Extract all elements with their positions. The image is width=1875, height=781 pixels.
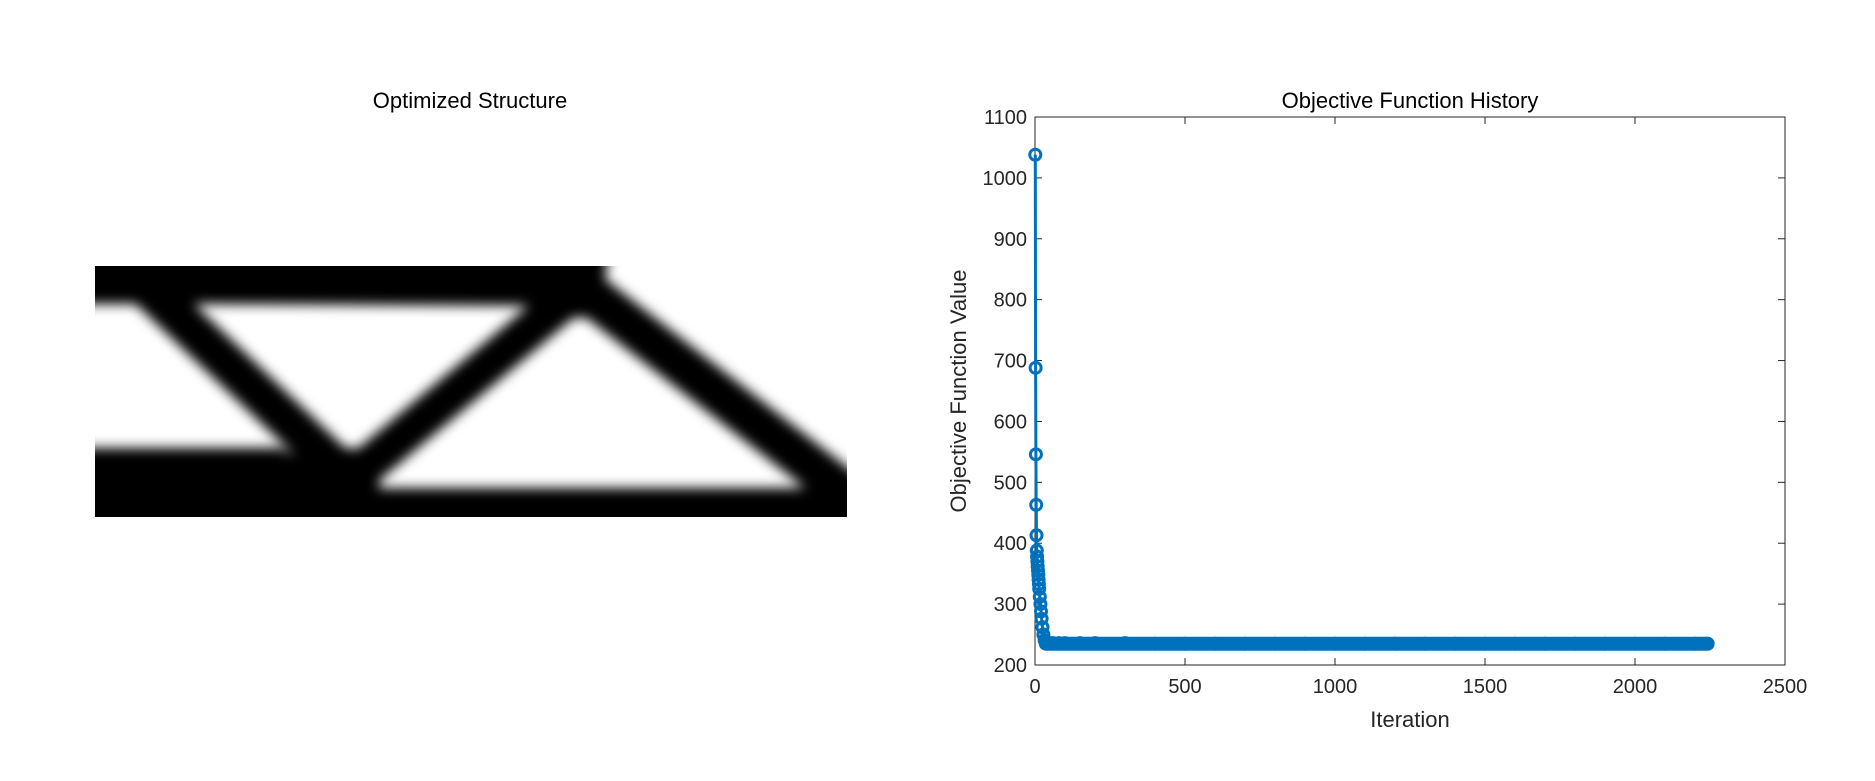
- data-point: [1178, 636, 1192, 651]
- data-point: [1208, 636, 1222, 651]
- x-tick-label: 0: [1029, 676, 1040, 698]
- data-point: [1508, 636, 1522, 651]
- data-point: [1298, 636, 1312, 651]
- data-point: [1628, 636, 1642, 651]
- data-point: [1268, 636, 1282, 651]
- structure-diagonal-center: [331, 277, 589, 499]
- data-point: [1598, 636, 1612, 651]
- data-point: [1058, 636, 1072, 651]
- history-axes-box: [1034, 116, 1786, 666]
- data-point: [1028, 147, 1043, 162]
- data-point: [1358, 636, 1372, 651]
- data-point: [1033, 597, 1048, 612]
- y-tick-label: 200: [994, 655, 1027, 677]
- structure-node-bottom: [320, 448, 380, 508]
- structure-diagonal-right: [564, 269, 847, 517]
- structure-top-chord: [95, 266, 608, 306]
- y-tick-label: 500: [994, 472, 1027, 494]
- data-point: [1031, 577, 1046, 592]
- data-point: [1148, 636, 1162, 651]
- y-tick-label: 1000: [983, 168, 1028, 190]
- history-title: Objective Function History: [1282, 88, 1539, 113]
- x-tick-label: 2500: [1763, 676, 1808, 698]
- structure-bottom-chord: [95, 448, 847, 517]
- data-point: [1034, 611, 1049, 626]
- data-point: [1029, 528, 1044, 543]
- data-point: [1700, 636, 1715, 651]
- data-point: [1118, 636, 1132, 651]
- y-tick-label: 800: [994, 290, 1027, 312]
- structure-title: Optimized Structure: [373, 88, 567, 113]
- data-point: [1032, 581, 1047, 596]
- data-point: [1073, 636, 1087, 651]
- history-series: [1028, 147, 1715, 651]
- y-tick-label: 400: [994, 533, 1027, 555]
- data-point: [1052, 636, 1066, 651]
- data-point: [1688, 636, 1702, 651]
- data-point: [1028, 360, 1043, 375]
- structure-node-top: [554, 266, 606, 318]
- data-point: [1031, 567, 1046, 582]
- y-axis-label: Objective Function Value: [946, 270, 971, 513]
- data-point: [1328, 636, 1342, 651]
- history-plot-area: 200 300 400 500 600 700 800 900 1000 1100 0 500 100…: [983, 107, 1808, 698]
- x-tick-label: 1000: [1313, 676, 1358, 698]
- x-axis-label: Iteration: [1370, 707, 1450, 732]
- data-point: [1658, 636, 1672, 651]
- data-point: [1418, 636, 1432, 651]
- y-tick-label: 1100: [984, 107, 1027, 129]
- y-tick-label: 700: [994, 351, 1027, 373]
- y-axis: 200 300 400 500 600 700 800 900 1000 1100: [983, 107, 1785, 677]
- data-point: [1478, 636, 1492, 651]
- y-tick-label: 900: [994, 229, 1027, 251]
- data-point: [1238, 636, 1252, 651]
- data-point: [1538, 636, 1552, 651]
- data-point: [1568, 636, 1582, 651]
- structure-diagonal-left: [130, 270, 370, 500]
- data-point: [1029, 497, 1044, 512]
- y-tick-label: 300: [994, 594, 1027, 616]
- x-tick-label: 2000: [1613, 676, 1658, 698]
- data-point: [1030, 554, 1045, 569]
- x-tick-label: 500: [1168, 676, 1201, 698]
- data-point: [1388, 636, 1402, 651]
- structure-image: [95, 266, 847, 517]
- data-point: [1088, 636, 1102, 651]
- y-tick-label: 600: [994, 411, 1027, 433]
- data-point: [1032, 589, 1047, 604]
- x-axis: 0 500 1000 1500 2000 2500: [1029, 117, 1807, 698]
- data-point: [1034, 604, 1048, 619]
- data-point: [1035, 620, 1050, 635]
- data-point: [1028, 447, 1043, 462]
- x-tick-label: 1500: [1463, 676, 1508, 698]
- data-point: [1448, 636, 1462, 651]
